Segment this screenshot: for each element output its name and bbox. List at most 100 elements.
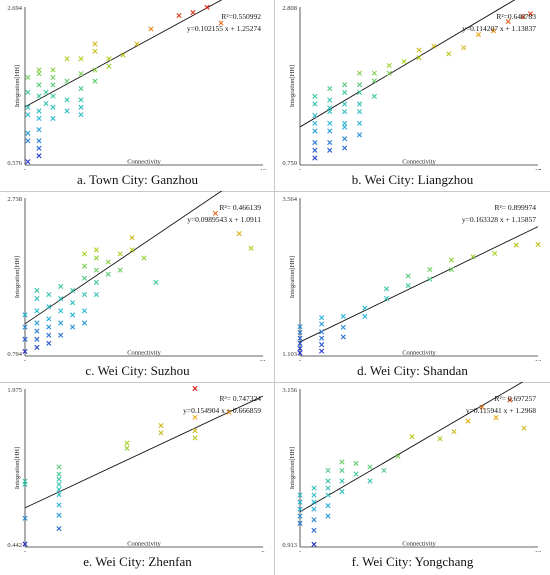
point-stroke bbox=[327, 105, 333, 111]
data-point bbox=[81, 251, 88, 257]
data-point bbox=[297, 345, 303, 352]
point-stroke bbox=[92, 41, 98, 47]
data-point bbox=[36, 108, 42, 114]
regression-line bbox=[24, 0, 223, 108]
data-point bbox=[25, 104, 31, 110]
data-point bbox=[437, 436, 443, 442]
data-point bbox=[325, 485, 331, 491]
r-squared-label: R²= 0.697257 bbox=[495, 394, 537, 403]
point-stroke bbox=[325, 492, 331, 498]
equation-label: y=0.102155 x + 1.25274 bbox=[187, 24, 261, 33]
point-stroke bbox=[383, 286, 390, 292]
data-point bbox=[311, 527, 317, 533]
point-stroke bbox=[297, 340, 303, 346]
data-point bbox=[448, 257, 455, 263]
point-stroke bbox=[34, 308, 40, 314]
data-point bbox=[297, 513, 303, 519]
panel-caption: c. Wei City: Suzhou bbox=[85, 363, 190, 378]
data-point bbox=[342, 124, 348, 130]
point-stroke bbox=[312, 147, 318, 153]
point-stroke bbox=[312, 112, 318, 119]
point-stroke bbox=[356, 70, 363, 76]
data-point bbox=[56, 464, 62, 470]
regression-line bbox=[24, 191, 223, 325]
divider-horizontal bbox=[0, 191, 550, 192]
data-point bbox=[356, 89, 363, 96]
data-point bbox=[105, 259, 111, 265]
point-stroke bbox=[129, 247, 135, 253]
point-stroke bbox=[297, 506, 303, 512]
data-point bbox=[64, 97, 70, 103]
data-point bbox=[367, 478, 373, 484]
data-point bbox=[520, 14, 526, 20]
data-point bbox=[50, 82, 56, 88]
y-axis-label: Integration[HH] bbox=[289, 65, 296, 107]
data-point bbox=[371, 70, 377, 76]
point-stroke bbox=[22, 324, 28, 330]
data-point bbox=[312, 120, 318, 126]
data-point bbox=[81, 291, 88, 298]
point-stroke bbox=[325, 467, 331, 474]
point-stroke bbox=[325, 485, 331, 491]
point-stroke bbox=[106, 63, 112, 69]
point-stroke bbox=[427, 266, 433, 273]
point-stroke bbox=[327, 128, 333, 134]
data-point bbox=[58, 308, 64, 314]
regression-line bbox=[299, 226, 539, 343]
point-stroke bbox=[81, 251, 88, 257]
point-stroke bbox=[56, 486, 62, 493]
data-point bbox=[50, 93, 56, 99]
x-tick-label: 8 bbox=[261, 550, 264, 552]
data-point bbox=[386, 70, 392, 76]
point-stroke bbox=[342, 145, 348, 151]
data-point bbox=[490, 28, 496, 34]
y-tick-label: 3.156 bbox=[282, 387, 297, 394]
data-point bbox=[325, 492, 331, 498]
point-stroke bbox=[431, 43, 437, 49]
data-point bbox=[43, 100, 49, 107]
data-point bbox=[356, 70, 363, 76]
data-point bbox=[297, 506, 303, 512]
point-stroke bbox=[311, 485, 317, 491]
data-point bbox=[106, 63, 112, 69]
point-stroke bbox=[64, 97, 70, 103]
data-point bbox=[297, 324, 303, 330]
point-stroke bbox=[312, 139, 318, 146]
point-stroke bbox=[356, 132, 363, 138]
data-point bbox=[50, 67, 56, 73]
data-point bbox=[22, 312, 28, 318]
point-stroke bbox=[521, 425, 527, 431]
point-stroke bbox=[325, 503, 331, 509]
data-point bbox=[416, 55, 422, 61]
data-point bbox=[356, 82, 363, 88]
point-stroke bbox=[319, 321, 325, 327]
point-stroke bbox=[339, 478, 345, 484]
regression-line bbox=[299, 382, 524, 513]
data-point bbox=[312, 112, 318, 119]
y-tick-label: 3.564 bbox=[282, 196, 297, 203]
data-point bbox=[339, 459, 345, 465]
point-stroke bbox=[50, 93, 56, 99]
point-stroke bbox=[81, 291, 88, 298]
point-stroke bbox=[56, 464, 62, 470]
data-point bbox=[78, 97, 84, 103]
point-stroke bbox=[356, 89, 363, 96]
data-point bbox=[36, 71, 42, 77]
data-point bbox=[56, 486, 62, 493]
panel-e: 1.975 0.4421 8 Connectivity Integration[HH] R… bbox=[0, 382, 275, 573]
data-point bbox=[22, 541, 28, 547]
point-stroke bbox=[25, 159, 31, 165]
point-stroke bbox=[36, 71, 42, 77]
point-stroke bbox=[297, 492, 303, 498]
point-stroke bbox=[64, 108, 70, 114]
data-point bbox=[70, 324, 76, 330]
point-stroke bbox=[312, 155, 318, 161]
point-stroke bbox=[325, 513, 331, 519]
point-stroke bbox=[371, 70, 377, 76]
point-stroke bbox=[505, 18, 511, 25]
data-point bbox=[431, 43, 437, 49]
point-stroke bbox=[311, 492, 317, 498]
data-point bbox=[56, 481, 62, 487]
x-axis-label: Connectivity bbox=[127, 350, 161, 357]
data-point bbox=[218, 20, 224, 26]
